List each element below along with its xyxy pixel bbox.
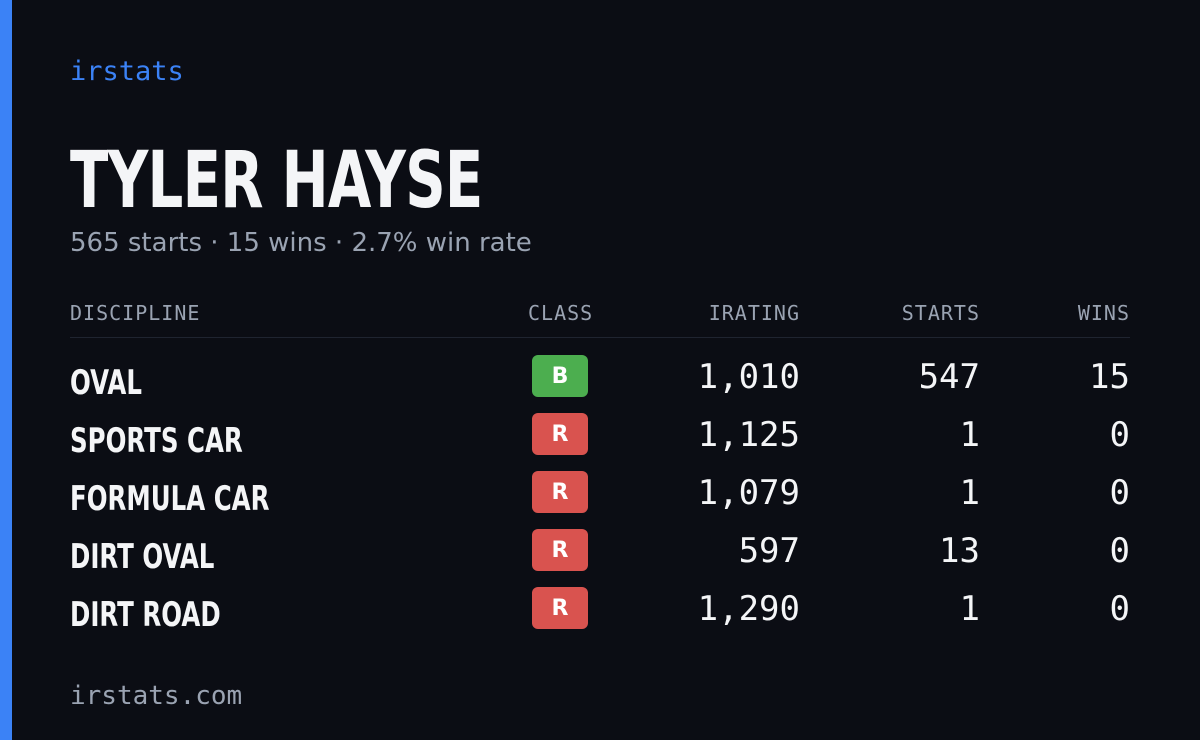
starts: 547: [918, 357, 980, 397]
starts: 1: [959, 473, 980, 513]
wins: 0: [1109, 473, 1130, 513]
column-header: WINS: [1077, 301, 1130, 325]
starts: 1: [959, 589, 980, 629]
starts: 1: [959, 415, 980, 455]
column-header: CLASS: [528, 301, 594, 325]
irating: 1,290: [697, 589, 800, 629]
brand: irstats: [70, 56, 184, 87]
class-badge: B: [532, 355, 588, 397]
class-badge: R: [532, 587, 588, 629]
wins: 0: [1109, 531, 1130, 571]
class-badge: R: [532, 471, 588, 513]
wins: 0: [1109, 415, 1130, 455]
wins: 15: [1089, 357, 1130, 397]
column-header: IRATING: [708, 301, 800, 325]
discipline: OVAL: [70, 363, 142, 403]
header-rule: [70, 337, 1130, 338]
column-header: STARTS: [901, 301, 980, 325]
driver-summary: 565 starts · 15 wins · 2.7% win rate: [70, 228, 532, 258]
irating: 1,010: [697, 357, 800, 397]
class-badge: R: [532, 413, 588, 455]
accent-bar: [0, 0, 12, 740]
footer: irstats.com: [70, 681, 243, 711]
class-badge: R: [532, 529, 588, 571]
discipline: FORMULA CAR: [70, 479, 270, 519]
discipline: SPORTS CAR: [70, 421, 243, 461]
discipline: DIRT OVAL: [70, 537, 215, 577]
wins: 0: [1109, 589, 1130, 629]
driver-name: TYLER HAYSE: [70, 136, 483, 226]
irating: 1,125: [697, 415, 800, 455]
discipline: DIRT ROAD: [70, 595, 221, 635]
irating: 597: [738, 531, 800, 571]
column-header: DISCIPLINE: [70, 301, 201, 325]
irating: 1,079: [697, 473, 800, 513]
starts: 13: [939, 531, 980, 571]
